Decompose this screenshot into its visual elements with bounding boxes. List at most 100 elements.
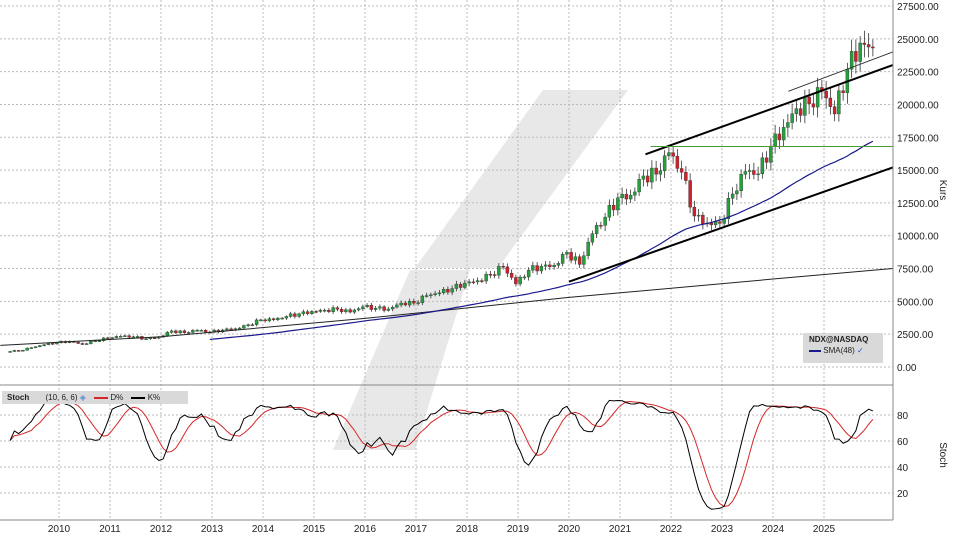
candle [645, 175, 650, 183]
stoch-params[interactable]: (10, 6, 6) [45, 393, 78, 402]
candle [841, 90, 845, 93]
x-tick-label: 2025 [813, 524, 836, 535]
candle [186, 332, 191, 334]
trendline [788, 51, 894, 92]
candle [688, 180, 692, 208]
candle [407, 300, 412, 306]
stoch-axis-title: Stoch [937, 442, 948, 468]
candle [165, 332, 170, 336]
candle [318, 309, 323, 312]
candle [475, 280, 480, 283]
candle [450, 288, 454, 293]
candle [382, 306, 386, 311]
watermark-logo [333, 90, 628, 450]
candle [679, 168, 684, 173]
candle [535, 265, 539, 272]
settings-icon[interactable]: ◈ [79, 393, 86, 402]
candle [594, 225, 599, 234]
candle [458, 283, 463, 288]
x-tick-label: 2020 [558, 524, 581, 535]
x-tick-label: 2016 [354, 524, 377, 535]
candle [29, 347, 34, 349]
candle [93, 340, 97, 342]
candle [373, 307, 378, 310]
stoch-title[interactable]: Stoch [7, 393, 30, 402]
candle [344, 309, 348, 312]
stoch-pane [9, 399, 874, 510]
candle [144, 338, 148, 340]
candle [539, 266, 544, 272]
candle [807, 96, 811, 104]
candle [114, 336, 119, 338]
candle [118, 336, 123, 338]
candle [654, 167, 658, 175]
check-icon[interactable]: ✓ [857, 346, 864, 355]
candle [667, 152, 671, 156]
candle [871, 46, 875, 49]
x-tick-label: 2011 [99, 524, 121, 535]
candle [611, 205, 616, 211]
candle [760, 157, 765, 175]
stoch-tick-label: 80 [897, 411, 909, 422]
trendline [645, 64, 894, 156]
candle [33, 346, 38, 348]
candle [441, 289, 446, 294]
candle [505, 266, 510, 274]
candle [429, 294, 433, 296]
candle [424, 295, 429, 297]
candle [89, 341, 93, 344]
candle [620, 193, 624, 199]
candle [25, 347, 29, 351]
candle [356, 308, 361, 311]
candle [203, 330, 208, 333]
candle [199, 330, 204, 332]
candle [293, 313, 297, 317]
candle [76, 341, 80, 344]
candle [790, 113, 794, 123]
x-tick-label: 2019 [507, 524, 530, 535]
candle [297, 313, 301, 317]
trendline [568, 166, 894, 283]
candle [577, 256, 582, 265]
symbol-label[interactable]: NDX@NASDAQ [809, 335, 869, 344]
candle [225, 328, 229, 331]
candle [794, 108, 799, 114]
candle [484, 274, 488, 282]
candle [314, 311, 318, 313]
candle [696, 214, 701, 217]
candle [386, 308, 391, 311]
d-label[interactable]: D% [110, 393, 124, 402]
candle [127, 335, 131, 338]
candle [777, 133, 782, 141]
y-tick-label: 0.00 [897, 363, 917, 374]
x-tick-label: 2014 [252, 524, 275, 535]
candle [339, 309, 344, 312]
y-tick-label: 5000.00 [897, 297, 934, 308]
candle [305, 311, 310, 314]
x-tick-label: 2012 [150, 524, 173, 535]
candle [531, 265, 535, 271]
candle [586, 241, 590, 256]
candle [492, 274, 497, 276]
candle [471, 281, 476, 284]
candle [369, 305, 374, 310]
stoch-tick-label: 20 [897, 489, 909, 500]
d-swatch [94, 396, 109, 399]
candle [135, 336, 140, 338]
x-tick-label: 2018 [456, 524, 479, 535]
candle [552, 265, 556, 268]
stoch-tick-label: 60 [897, 437, 909, 448]
candle [446, 289, 450, 293]
candle [718, 221, 722, 224]
x-tick-label: 2015 [303, 524, 326, 535]
sma-label[interactable]: SMA(48) [823, 346, 855, 355]
candle [815, 87, 820, 108]
candle [858, 42, 862, 62]
candle [327, 309, 331, 312]
price-legend: NDX@NASDAQ SMA(48) ✓ [803, 333, 883, 363]
k-label[interactable]: K% [147, 393, 161, 402]
candle [352, 309, 357, 313]
y-tick-label: 2500.00 [897, 330, 934, 341]
candle [560, 254, 565, 264]
candle [675, 155, 680, 169]
